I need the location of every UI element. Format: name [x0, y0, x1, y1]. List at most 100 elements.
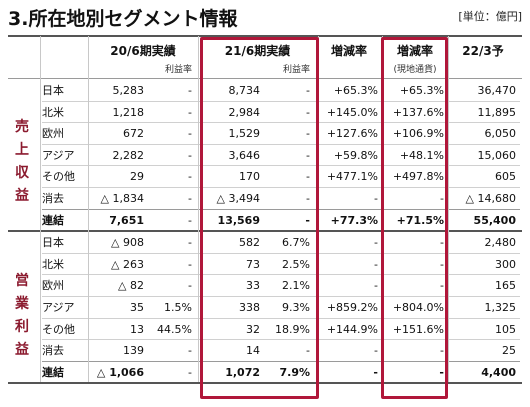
operating-cell-chg: - — [374, 257, 378, 271]
operating-cell-fy20: 35 — [130, 301, 144, 314]
revenue-cell-fy22: 605 — [495, 170, 516, 184]
operating-cell-fy21_m: - — [306, 344, 310, 358]
row-divider — [8, 78, 522, 79]
operating-cell-fy20: 139 — [123, 344, 144, 358]
operating-cell-fy22: 1,325 — [484, 301, 517, 314]
operating-cell-fy22: 165 — [495, 279, 516, 293]
row-divider — [42, 143, 520, 145]
revenue-cell-fy21: 170 — [239, 170, 260, 184]
revenue-cell-fy21: 3,646 — [228, 148, 261, 162]
row-divider — [42, 100, 520, 102]
header-change-local: 増減率 — [396, 44, 433, 58]
highlight-change-local-box — [381, 37, 448, 399]
revenue-cell-chg: +127.6% — [326, 127, 378, 141]
row-divider — [42, 360, 520, 362]
column-divider — [40, 36, 41, 383]
revenue-cell-fy20_m: - — [188, 127, 192, 141]
operating-cell-fy22: 2,480 — [484, 236, 517, 250]
column-divider — [448, 36, 449, 383]
row-divider — [8, 382, 522, 385]
revenue-cell-fy21_m: - — [306, 148, 310, 162]
revenue-cell-fy20_m: - — [188, 84, 192, 97]
revenue-cell-fy21_m: - — [306, 84, 310, 97]
revenue-cell-chg_local: +137.6% — [392, 105, 444, 119]
revenue-cell-chg_local: +497.8% — [392, 170, 444, 184]
operating-cell-fy20_m: 44.5% — [157, 322, 192, 336]
operating-cell-chg_local: - — [440, 257, 444, 271]
operating-cell-fy20: △ 263 — [111, 257, 144, 271]
operating-cell-fy20_m: - — [188, 344, 192, 358]
subheader-fy21-margin: 利益率 — [282, 65, 310, 75]
operating-cell-fy22: 105 — [495, 322, 516, 336]
operating-cell-fy20_m: - — [188, 365, 192, 379]
header-fy22: 22/3予 — [462, 44, 504, 58]
revenue-cell-fy21: 8,734 — [228, 84, 261, 97]
revenue-cell-region: 欧州 — [42, 127, 64, 141]
revenue-cell-fy22: 55,400 — [473, 213, 516, 227]
revenue-cell-fy22: 15,060 — [477, 148, 517, 162]
revenue-cell-region: 北米 — [42, 105, 64, 119]
operating-cell-fy20: △ 1,066 — [96, 365, 144, 379]
row-divider — [42, 165, 520, 167]
operating-cell-region: 日本 — [42, 236, 64, 250]
operating-cell-chg: - — [374, 236, 378, 250]
operating-cell-fy22: 4,400 — [481, 365, 516, 379]
operating-cell-fy21: 1,072 — [225, 365, 260, 379]
revenue-cell-chg_local: - — [440, 192, 444, 205]
column-divider — [88, 36, 89, 383]
operating-cell-fy21: 73 — [246, 257, 260, 271]
operating-cell-fy21: 32 — [246, 322, 260, 336]
header-fy21: 21/6期実績 — [224, 44, 291, 58]
operating-cell-fy21_m: 18.9% — [275, 322, 310, 336]
header-change: 増減率 — [330, 44, 367, 58]
revenue-cell-fy20: 7,651 — [109, 213, 144, 227]
operating-cell-chg_local: +151.6% — [392, 322, 444, 336]
operating-cell-region: 欧州 — [42, 279, 64, 293]
row-divider — [42, 296, 520, 297]
operating-cell-region: 北米 — [42, 257, 64, 271]
revenue-cell-fy22: 36,470 — [477, 84, 517, 97]
revenue-cell-region: 日本 — [42, 84, 64, 97]
operating-cell-chg: +859.2% — [326, 301, 378, 314]
subheader-fy20-margin: 利益率 — [164, 65, 192, 75]
row-divider — [42, 317, 520, 319]
operating-cell-chg_local: - — [440, 236, 444, 250]
operating-cell-chg_local: - — [439, 365, 444, 379]
operating-cell-fy21_m: 2.5% — [282, 257, 310, 271]
revenue-cell-fy21: △ 3,494 — [216, 192, 260, 205]
header-fy20: 20/6期実績 — [110, 44, 176, 58]
section-label-operating: 営業利益 — [15, 273, 29, 358]
operating-cell-fy21: 33 — [246, 279, 260, 293]
revenue-cell-fy21_m: - — [306, 127, 310, 141]
row-divider — [42, 122, 520, 124]
revenue-cell-fy20_m: - — [188, 105, 192, 119]
revenue-cell-chg_local: +106.9% — [392, 127, 444, 141]
revenue-cell-chg: +77.3% — [330, 213, 378, 227]
revenue-cell-region: 消去 — [42, 192, 64, 205]
revenue-cell-fy21_m: - — [306, 192, 310, 205]
row-divider — [42, 274, 520, 276]
operating-cell-chg: - — [374, 279, 378, 293]
revenue-cell-fy22: △ 14,680 — [465, 192, 516, 205]
operating-cell-fy20_m: 1.5% — [164, 301, 192, 314]
revenue-cell-fy20_m: - — [188, 213, 192, 227]
subheader-change-local: (現地通貨) — [393, 65, 437, 75]
operating-cell-fy20: △ 82 — [118, 279, 144, 293]
revenue-cell-chg: - — [374, 192, 378, 205]
revenue-cell-chg_local: +65.3% — [399, 84, 444, 97]
revenue-cell-fy20: 5,283 — [112, 84, 145, 97]
operating-cell-fy20_m: - — [188, 236, 192, 250]
revenue-cell-chg_local: +71.5% — [396, 213, 444, 227]
row-divider — [42, 339, 520, 341]
revenue-cell-region: アジア — [42, 148, 75, 162]
revenue-cell-chg: +477.1% — [326, 170, 378, 184]
revenue-cell-fy20_m: - — [188, 148, 192, 162]
operating-cell-chg_local: - — [440, 344, 444, 358]
operating-cell-fy22: 25 — [502, 344, 516, 358]
row-divider — [8, 230, 522, 233]
operating-cell-chg: - — [374, 344, 378, 358]
page-title: 3.所在地別セグメント情報 — [8, 8, 238, 30]
revenue-cell-region: 連結 — [42, 213, 64, 227]
operating-cell-fy21_m: 9.3% — [282, 301, 310, 314]
operating-cell-fy21: 338 — [239, 301, 260, 314]
